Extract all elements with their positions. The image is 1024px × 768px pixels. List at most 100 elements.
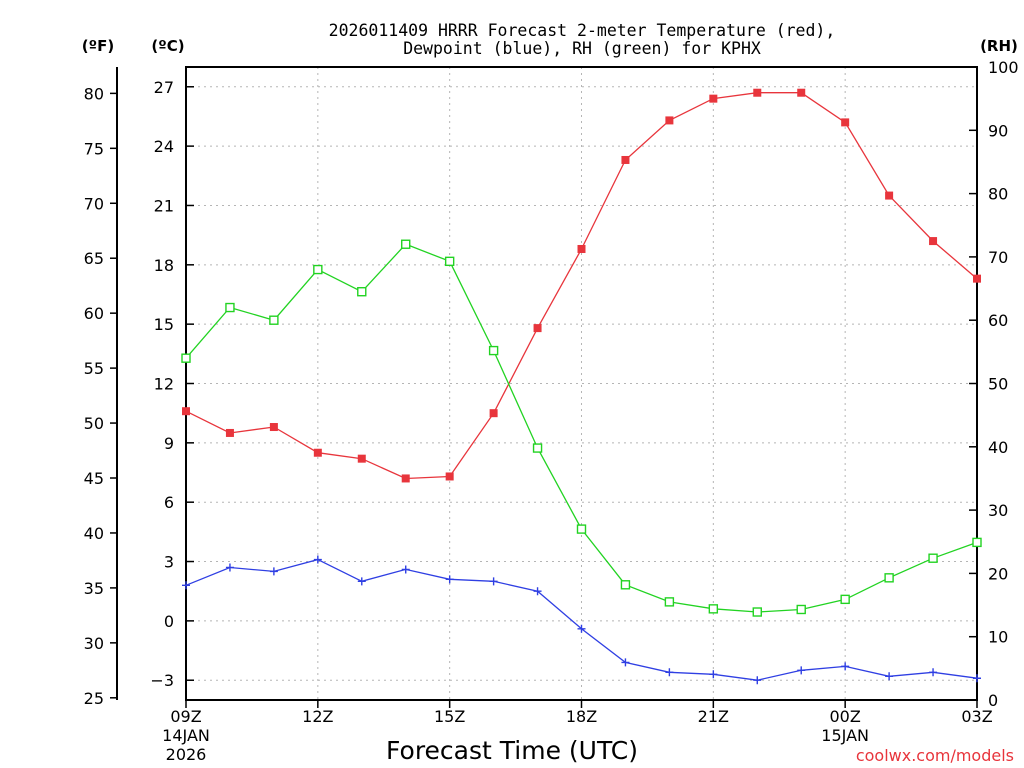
dewpoint-point	[269, 567, 278, 576]
celsius-tick-label: 12	[154, 375, 174, 394]
relative-humidity-point	[225, 302, 235, 313]
temperature-point	[665, 116, 674, 125]
dewpoint-point	[929, 668, 938, 677]
dewpoint-point	[357, 577, 366, 586]
relative-humidity-point	[664, 597, 675, 607]
x-tick-label: 09Z	[170, 707, 201, 726]
celsius-tick-label: 18	[154, 256, 174, 275]
rh-tick-label: 60	[988, 311, 1008, 330]
dewpoint-point	[973, 674, 981, 683]
chart-title-line-1: 2026011409 HRRR Forecast 2-meter Tempera…	[329, 21, 836, 40]
relative-humidity-point	[796, 604, 806, 615]
fahrenheit-tick-label: 65	[84, 249, 104, 268]
dewpoint-point	[225, 563, 234, 572]
relative-humidity-point	[708, 604, 719, 614]
rh-tick-label: 10	[988, 628, 1008, 647]
dewpoint-point	[577, 624, 586, 633]
x-axis-title: Forecast Time (UTC)	[386, 736, 638, 765]
dewpoint-point	[313, 555, 322, 564]
fahrenheit-tick-label: 50	[84, 414, 104, 433]
fahrenheit-tick-label: 60	[84, 304, 104, 323]
temperature-point	[313, 448, 322, 457]
relative-humidity-point	[444, 256, 455, 267]
temperature-point	[533, 324, 542, 333]
temperature-point	[885, 191, 894, 200]
rh-tick-label: 0	[988, 691, 998, 710]
temperature-point	[182, 407, 190, 416]
dewpoint-point	[709, 670, 718, 679]
rh-tick-label: 100	[988, 58, 1019, 77]
relative-humidity-point	[401, 239, 411, 249]
relative-humidity-point	[884, 573, 894, 583]
celsius-axis-label: (ºC)	[151, 37, 184, 55]
relative-humidity-point	[928, 553, 938, 563]
relative-humidity-point	[269, 315, 279, 325]
fahrenheit-tick-label: 70	[84, 194, 104, 213]
dewpoint-point	[665, 668, 674, 677]
celsius-tick-label: −3	[150, 671, 174, 690]
rh-tick-label: 70	[988, 248, 1008, 267]
dewpoint-point	[797, 666, 806, 675]
relative-humidity-point	[972, 537, 982, 548]
temperature-point	[489, 409, 498, 418]
celsius-tick-label: 15	[154, 315, 174, 334]
celsius-tick-label: 24	[154, 137, 174, 156]
x-tick-label: 21Z	[698, 707, 729, 726]
relative-humidity-point	[532, 443, 543, 453]
chart-title-line-2: Dewpoint (blue), RH (green) for KPHX	[403, 39, 761, 58]
relative-humidity-point	[620, 580, 631, 590]
temperature-point	[269, 423, 278, 432]
fahrenheit-tick-label: 30	[84, 634, 104, 653]
relative-humidity-point	[576, 524, 587, 534]
relative-humidity-point	[313, 264, 323, 275]
x-tick-label: 12Z	[302, 707, 333, 726]
dewpoint-point	[445, 575, 454, 584]
temperature-point	[225, 428, 234, 437]
dewpoint-point	[489, 577, 498, 586]
celsius-tick-label: 3	[164, 553, 174, 572]
dewpoint-point	[401, 565, 410, 574]
temperature-point	[841, 118, 850, 127]
temperature-point	[929, 237, 938, 246]
celsius-tick-label: 0	[164, 612, 174, 631]
x-tick-label: 18Z	[566, 707, 597, 726]
x-tick-label: 15Z	[434, 707, 465, 726]
rh-tick-label: 40	[988, 438, 1008, 457]
relative-humidity-point	[840, 594, 850, 605]
x-tick-label: 00Z	[830, 707, 861, 726]
relative-humidity-point	[488, 345, 499, 356]
temperature-point	[709, 94, 718, 103]
series	[181, 88, 982, 685]
dewpoint-point	[182, 581, 190, 590]
dewpoint-point	[753, 676, 762, 685]
x-tick-date-label: 14JAN	[162, 726, 210, 745]
celsius-tick-label: 9	[164, 434, 174, 453]
credit-text: coolwx.com/models	[856, 746, 1014, 765]
grid	[185, 67, 978, 700]
dewpoint-point	[621, 658, 630, 667]
temperature-point	[621, 155, 630, 164]
rh-axis-label: (RH)	[980, 37, 1018, 55]
dewpoint-point	[533, 587, 542, 596]
temperature-point	[357, 454, 366, 463]
x-tick-date-label: 15JAN	[821, 726, 869, 745]
temperature-point	[445, 472, 454, 481]
celsius-tick-label: 6	[164, 493, 174, 512]
rh-tick-label: 50	[988, 375, 1008, 394]
x-tick-label: 03Z	[961, 707, 992, 726]
temperature-point	[797, 88, 806, 97]
dewpoint-point	[841, 662, 850, 671]
celsius-tick-label: 21	[154, 196, 174, 215]
relative-humidity-point	[752, 607, 762, 617]
fahrenheit-tick-label: 80	[84, 84, 104, 103]
temperature-point	[753, 88, 762, 97]
celsius-tick-label: 27	[154, 78, 174, 97]
fahrenheit-tick-label: 25	[84, 689, 104, 708]
fahrenheit-tick-label: 40	[84, 524, 104, 543]
x-tick-year-label: 2026	[166, 745, 207, 764]
fahrenheit-tick-label: 45	[84, 469, 104, 488]
rh-tick-label: 80	[988, 185, 1008, 204]
fahrenheit-tick-label: 75	[84, 139, 104, 158]
relative-humidity-point	[357, 287, 367, 297]
